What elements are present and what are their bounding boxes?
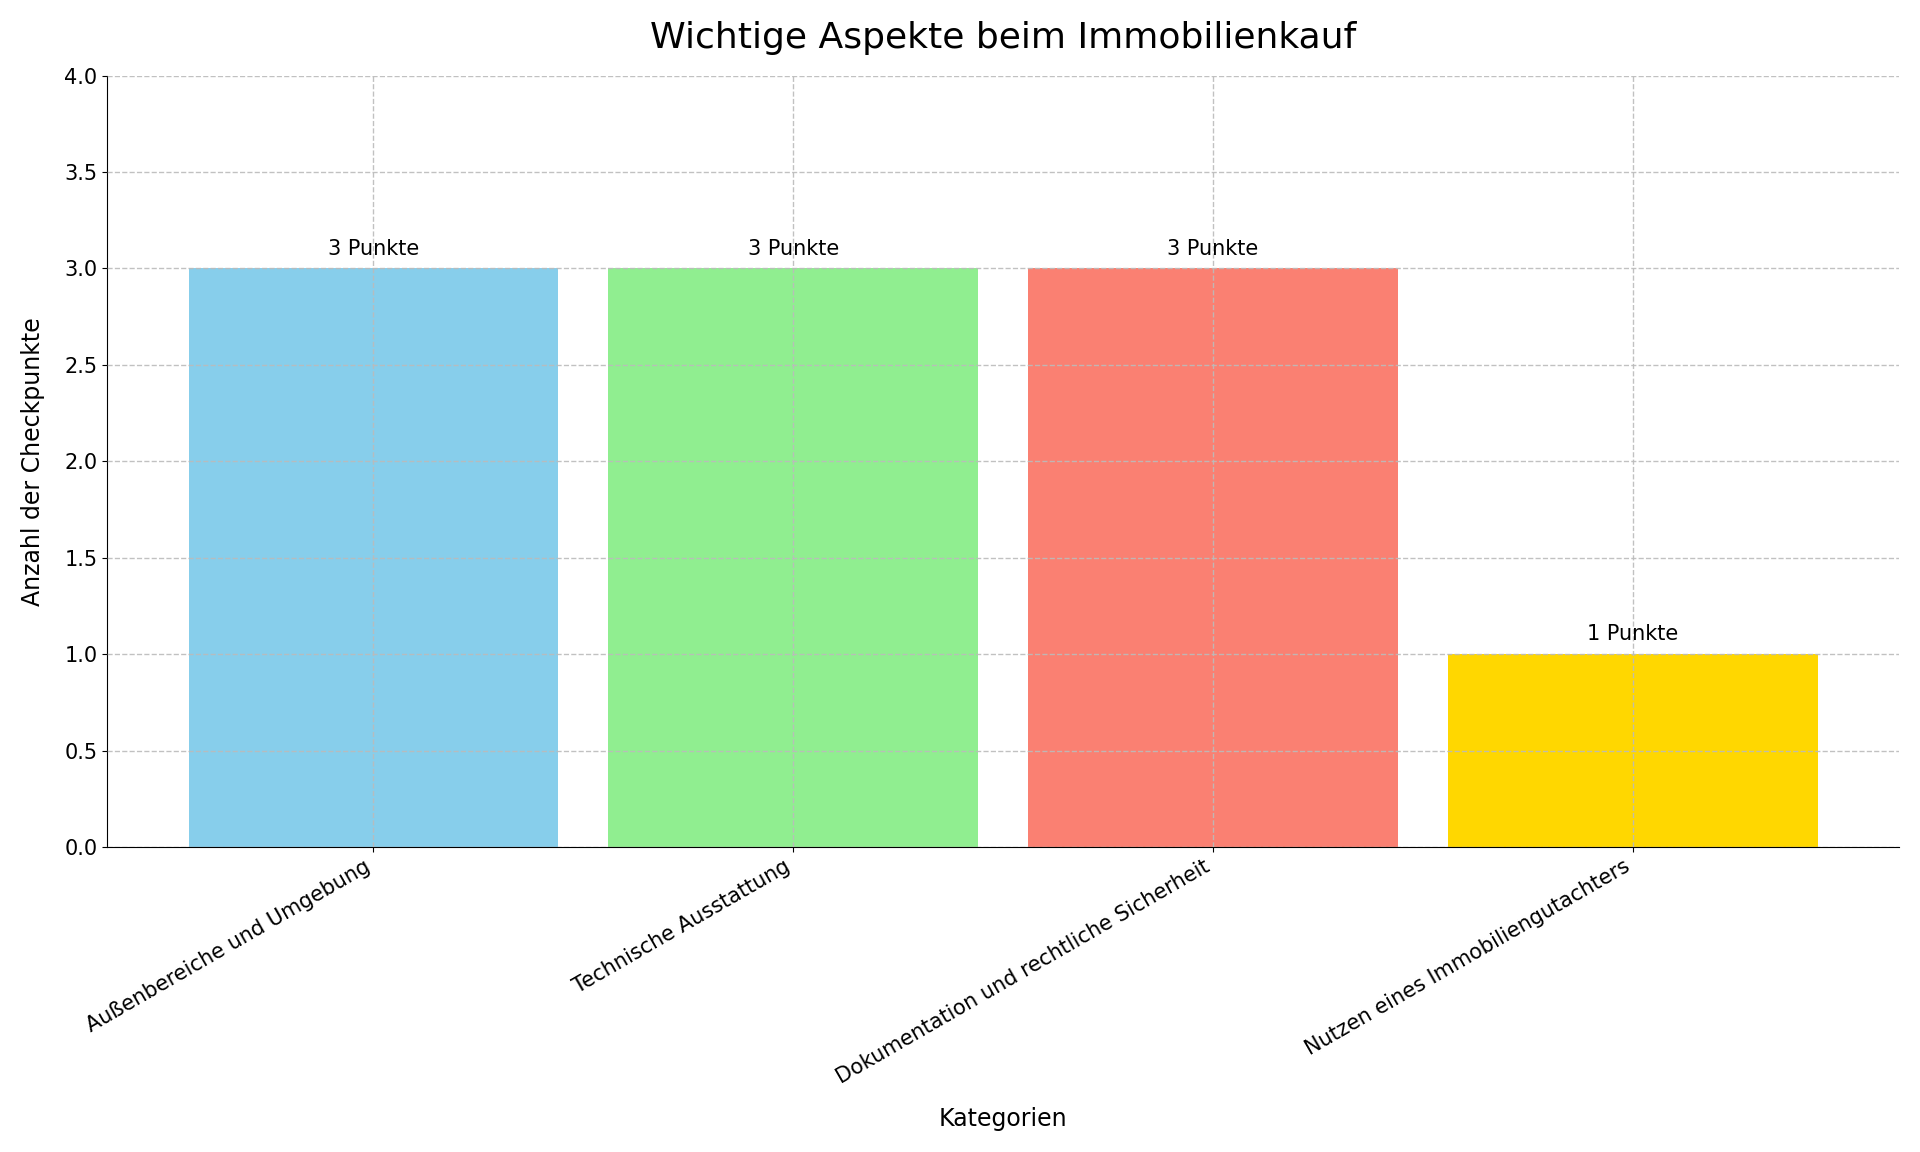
Y-axis label: Anzahl der Checkpunkte: Anzahl der Checkpunkte <box>21 317 44 606</box>
Text: 1 Punkte: 1 Punkte <box>1588 624 1678 644</box>
Bar <box>1029 268 1398 847</box>
Text: 3 Punkte: 3 Punkte <box>328 238 419 259</box>
Bar <box>188 268 559 847</box>
X-axis label: Kategorien: Kategorien <box>939 1107 1068 1131</box>
Bar <box>609 268 977 847</box>
Bar <box>1448 654 1818 847</box>
Text: 3 Punkte: 3 Punkte <box>1167 238 1260 259</box>
Title: Wichtige Aspekte beim Immobilienkauf: Wichtige Aspekte beim Immobilienkauf <box>651 21 1356 55</box>
Text: 3 Punkte: 3 Punkte <box>747 238 839 259</box>
